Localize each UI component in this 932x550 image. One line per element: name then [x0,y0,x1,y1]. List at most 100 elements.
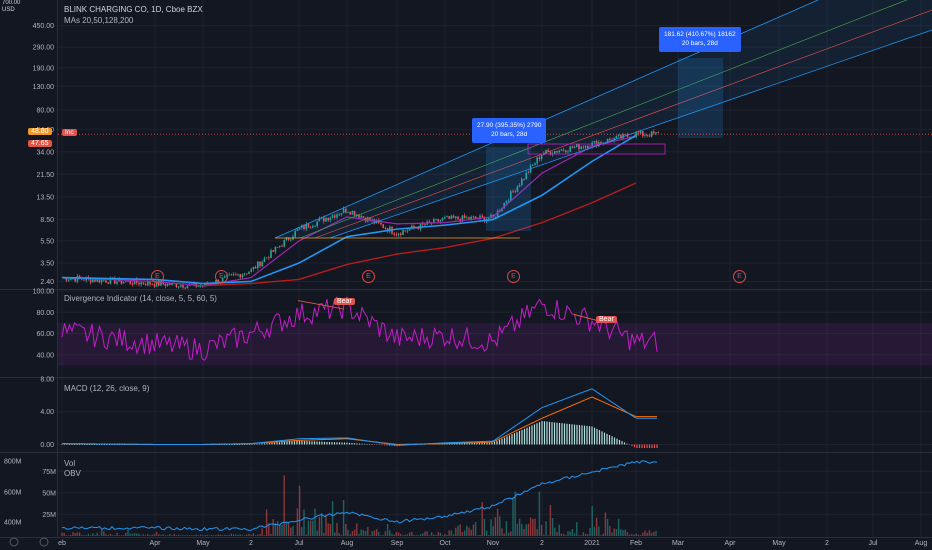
macd-histogram-bar [303,441,306,445]
candle-body [94,279,96,282]
ind-tick-label: 100.00 [33,289,55,296]
candle-body [138,282,140,285]
price-tick-label: 34.00 [36,149,54,156]
volume-bar [235,534,237,536]
ma-legend[interactable]: MAs 20,50,128,200 [64,16,134,25]
settings-icon[interactable] [9,537,19,547]
candle-body [230,274,233,276]
volume-bar [635,533,637,536]
candle-body [347,212,349,213]
macd-histogram-bar [656,444,658,449]
volume-bar [239,534,241,536]
macd-histogram-bar [336,442,338,445]
macd-histogram-bar [233,444,236,445]
candle-body [510,191,512,201]
bear-signal-1[interactable]: Bear [334,298,355,305]
volume-bar [188,535,191,536]
macd-tick-label: 8.00 [40,377,54,384]
volume-bar [589,528,591,536]
candle-body [303,225,305,229]
earnings-marker[interactable]: E [215,270,228,283]
volume-bar [395,531,398,536]
volume-bar [252,533,255,536]
macd-histogram-bar [518,430,521,445]
volume-bar [76,532,79,536]
volume-bar [241,535,244,536]
candle-body [417,227,420,230]
volume-bar [285,521,288,536]
volume-bar [193,535,195,536]
candle-body [239,274,241,278]
candle-body [556,151,558,153]
volume-bar [622,530,624,536]
bear-signal-2[interactable]: Bear [596,316,617,323]
volume-bar [573,533,576,536]
candle-body [472,216,475,218]
macd-histogram-bar [476,442,478,445]
candle-body [338,214,340,216]
measure-box-1[interactable]: 27.90 (395.35%) 2790 20 bars, 28d [472,118,547,143]
candle-body [602,142,604,144]
candle-body [360,216,362,218]
volume-bar [180,535,182,536]
price-tick-label: 8.50 [40,217,54,224]
time-tick-label: Mar [672,540,685,547]
earnings-marker[interactable]: E [362,270,375,283]
candle-body [129,280,131,284]
macd-histogram-bar [348,442,351,445]
volume-bar [587,534,589,536]
vol-title[interactable]: Vol [64,459,76,468]
macd-histogram-bar [121,444,123,445]
candle-body [316,221,318,226]
candle-body [327,218,329,221]
volume-bar [151,534,153,536]
volume-bar [202,535,204,536]
macd-title[interactable]: MACD (12, 26, close, 9) [64,384,150,393]
candle-body [461,215,464,222]
candle-body [609,138,611,141]
macd-histogram-bar [331,442,333,445]
volume-bar [545,521,547,536]
macd-histogram-bar [548,421,551,445]
volume-bar [571,529,574,536]
macd-histogram-bar [608,435,611,445]
volume-bar [364,530,367,536]
macd-histogram-bar [248,444,251,445]
earnings-marker[interactable]: E [151,270,164,283]
macd-histogram-bar [258,443,261,445]
goto-date-icon[interactable] [39,537,49,547]
volume-bar [479,535,481,536]
volume-bar [118,535,120,536]
earnings-marker[interactable]: E [507,270,520,283]
candle-body [406,230,409,232]
volume-bar [441,535,444,536]
macd-histogram-bar [603,432,606,445]
candle-body [419,223,422,230]
vol-tick-label: 25M [42,512,56,519]
indicator-title[interactable]: Divergence Indicator (14, close, 5, 5, 6… [64,294,217,303]
volume-bar [428,535,431,536]
earnings-marker[interactable]: E [733,270,746,283]
volume-bar [408,532,411,536]
volume-bar [549,504,552,536]
chart-title[interactable]: BLINK CHARGING CO, 1D, Cboe BZX [64,5,203,14]
macd-histogram-bar [541,421,543,445]
macd-histogram-bar [651,444,653,449]
volume-bar [215,535,217,536]
obv-title[interactable]: OBV [64,469,81,478]
volume-bar [334,532,336,536]
volume-bar [309,520,312,536]
volume-bar [386,524,389,536]
candle-body [283,239,285,247]
candle-body [298,227,301,230]
macd-histogram-bar [243,444,246,445]
ind-tick-label: 60.00 [36,331,54,338]
volume-bar [261,528,263,536]
candle-body [633,137,635,138]
volume-bar [435,535,437,536]
macd-histogram-bar [71,444,73,445]
measure-box-2[interactable]: 181.62 (410.67%) 18162 20 bars, 28d [659,27,741,52]
macd-histogram-bar [568,424,571,445]
candle-body [281,245,283,247]
